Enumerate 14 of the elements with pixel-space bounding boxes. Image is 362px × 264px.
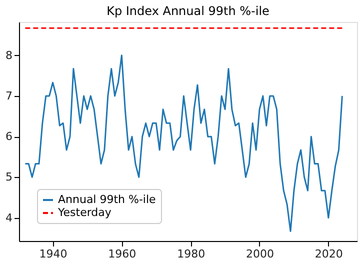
y-tick-label: 6 xyxy=(6,130,12,144)
y-tick-label: 4 xyxy=(6,211,12,224)
x-tick-label: 1960 xyxy=(108,248,136,260)
legend-label: Yesterday xyxy=(57,206,112,219)
x-tick-label: 1940 xyxy=(39,248,68,260)
chart-title: Kp Index Annual 99th %-ile xyxy=(106,4,270,18)
x-tick-label: 1980 xyxy=(177,248,206,260)
y-tick-label: 7 xyxy=(6,89,12,102)
x-tick-label: 2020 xyxy=(314,248,343,260)
y-tick-label: 8 xyxy=(6,48,12,62)
line-series xyxy=(24,54,343,232)
y-tick-label: 5 xyxy=(6,170,12,184)
x-tick-label: 2000 xyxy=(246,248,274,260)
legend-label: Annual 99th %-ile xyxy=(58,193,156,206)
